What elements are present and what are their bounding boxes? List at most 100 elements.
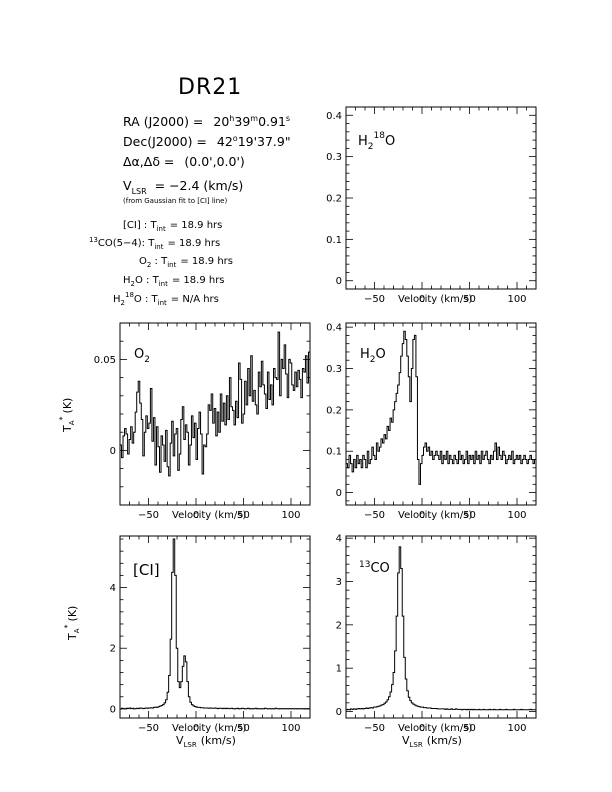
ylabel-middle: TA* (K) xyxy=(58,398,76,433)
int-h218o-pre: H xyxy=(113,294,121,305)
o2-xtick-label: 100 xyxy=(281,510,300,521)
int-o2-sub: int xyxy=(167,261,176,269)
int-o2-t: : T xyxy=(151,256,168,267)
int-h2o: H2O : Tint = 18.9 hrs xyxy=(123,275,225,288)
int-h218o-sub: int xyxy=(158,299,167,307)
xlabel-13co-vlsr-v: V xyxy=(402,734,410,747)
xlabel-ci: Velocity (km/s) xyxy=(172,723,246,734)
int-ci: [CI] : Tint = 18.9 hrs xyxy=(123,220,222,233)
xlabel-13co-vlsr-sub: LSR xyxy=(410,741,423,749)
13co-spectrum-line xyxy=(346,546,536,711)
panel-label-h218o-o: O xyxy=(385,134,395,149)
ra-h-unit: h xyxy=(229,114,234,123)
o2-ytick-label: 0 xyxy=(110,446,116,457)
h2o-frame xyxy=(345,322,537,506)
int-ci-name: [CI] xyxy=(123,220,141,231)
panel-label-13co-co: CO xyxy=(370,561,389,576)
xlabel-ci-vlsr-v: V xyxy=(176,734,184,747)
xlabel-o2: Velocity (km/s) xyxy=(172,510,246,521)
panel-o2: −50 0 50 100 0 0.05 xyxy=(94,322,311,521)
int-13co-value: = 18.9 hrs xyxy=(168,238,221,249)
dec-arcmin: 19 xyxy=(238,134,254,149)
int-o2-pre: O xyxy=(139,256,147,267)
ra-line: RA (J2000) = 20h39m0.91s xyxy=(123,114,290,129)
ylabel-middle-sub: A xyxy=(68,420,76,425)
13co-ytick-label: 1 xyxy=(336,664,342,675)
h2o-xtick-label: 50 xyxy=(463,510,476,521)
ci-ytick-label: 0 xyxy=(110,704,116,715)
panel-h218o: −50 0 50 100 0 0.1 0.2 0.3 0.4 xyxy=(326,106,537,305)
panel-label-o2: O2 xyxy=(134,347,150,365)
h2o-ytick-label: 0.3 xyxy=(326,364,342,375)
h218o-xtick-label: 50 xyxy=(463,294,476,305)
h218o-ytick-label: 0.2 xyxy=(326,194,342,205)
int-o2-value: = 18.9 hrs xyxy=(180,256,233,267)
int-h218o-sub0: 2 xyxy=(121,299,125,307)
int-h218o-value: = N/A hrs xyxy=(171,294,219,305)
xlabel-h2o: Velocity (km/s) xyxy=(398,510,472,521)
ylabel-middle-unit: (K) xyxy=(61,398,74,414)
h2o-ytick-label: 0 xyxy=(336,488,342,499)
int-o2: O2 : Tint = 18.9 hrs xyxy=(139,256,233,269)
panel-label-o2-o: O xyxy=(134,347,144,362)
dec-deg-unit: o xyxy=(233,134,238,143)
ylabel-middle-t: T xyxy=(61,425,74,433)
vlsr-sub: LSR xyxy=(132,187,148,196)
h218o-ytick-label: 0.4 xyxy=(326,111,342,122)
ci-spectrum-line xyxy=(120,538,310,710)
13co-ytick-label: 3 xyxy=(336,577,342,588)
int-13co-sup: 13 xyxy=(89,236,98,244)
panel-label-h218o-sub: 2 xyxy=(368,142,374,152)
13co-ytick-label: 0 xyxy=(336,707,342,718)
xlabel-ci-vlsr-unit: (km/s) xyxy=(201,734,236,747)
h218o-xtick-label: 0 xyxy=(419,294,425,305)
h2o-ytick-label: 0.4 xyxy=(326,323,342,334)
dec-arcmin-unit: ' xyxy=(254,134,257,149)
ci-ytick-label: 4 xyxy=(110,583,116,594)
panel-label-h2o-sub: 2 xyxy=(370,355,376,365)
ra-seconds: 0.91 xyxy=(258,114,286,129)
ci-xtick-label: 100 xyxy=(281,723,300,734)
panel-label-h218o: H218O xyxy=(358,131,395,152)
xlabel-ci-vlsr: VLSR (km/s) xyxy=(176,734,236,749)
o2-xtick-label: 50 xyxy=(237,510,250,521)
panel-label-h2o-o: O xyxy=(376,347,386,362)
h218o-xtick-label: 100 xyxy=(507,294,526,305)
int-13co-t: T xyxy=(145,238,155,249)
h2o-ytick-label: 0.1 xyxy=(326,447,342,458)
13co-xtick-label: −50 xyxy=(364,723,385,734)
dec-line: Dec(J2000) = 42o19'37.9" xyxy=(123,134,291,149)
ylabel-bottom-unit: (K) xyxy=(66,606,79,622)
int-h2o-name: O xyxy=(135,275,143,286)
dec-label: Dec(J2000) = xyxy=(123,134,207,149)
ra-minutes: 39 xyxy=(234,114,250,129)
int-h2o-sub0: 2 xyxy=(131,280,135,288)
ci-xtick-label: 50 xyxy=(237,723,250,734)
ylabel-middle-sup: * xyxy=(58,416,67,420)
ra-hours: 20 xyxy=(213,114,229,129)
panel-ci: −50 0 50 100 0 2 4 xyxy=(110,535,311,734)
ylabel-bottom: TA* (K) xyxy=(63,606,81,641)
o2-spectrum-line xyxy=(120,331,311,477)
vlsr-value: = −2.4 (km/s) xyxy=(155,178,244,193)
int-h2o-sub: int xyxy=(159,280,168,288)
h218o-ytick-label: 0.3 xyxy=(326,152,342,163)
panel-label-h2o: H2O xyxy=(360,347,386,365)
h218o-ytick-label: 0 xyxy=(336,276,342,287)
int-ci-sub: int xyxy=(157,225,166,233)
panel-label-13co: 13CO xyxy=(359,560,390,576)
vlsr-note: (from Gaussian fit to [CI] line) xyxy=(123,197,227,205)
ci-xtick-label: −50 xyxy=(138,723,159,734)
int-h218o: H218O : Tint = N/A hrs xyxy=(113,291,219,307)
panel-label-h218o-h: H xyxy=(358,134,368,149)
offset-label: Δα,Δδ = xyxy=(123,154,174,169)
ci-xtick-label: 0 xyxy=(193,723,199,734)
o2-frame xyxy=(119,322,311,506)
13co-xtick-label: 0 xyxy=(419,723,425,734)
panel-label-h2o-h: H xyxy=(360,347,370,362)
offset-value: (0.0',0.0') xyxy=(184,154,244,169)
h2o-ytick-label: 0.2 xyxy=(326,405,342,416)
ra-label: RA (J2000) = xyxy=(123,114,203,129)
h2o-xtick-label: 0 xyxy=(419,510,425,521)
